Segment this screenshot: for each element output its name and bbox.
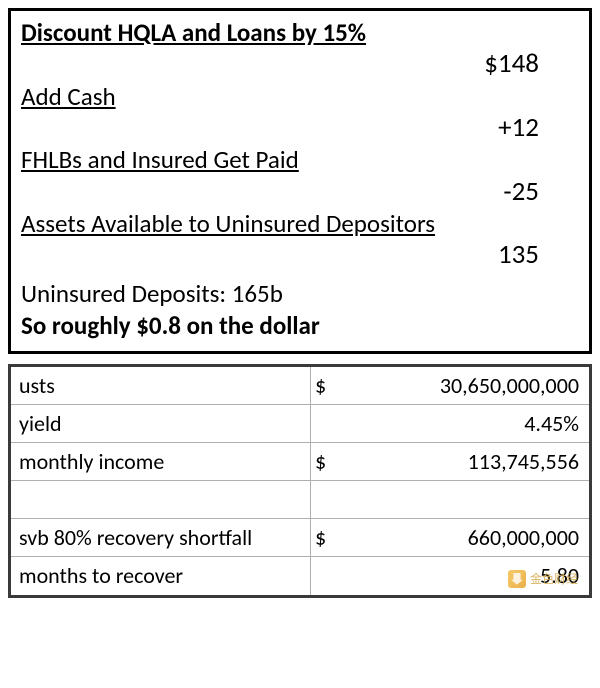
cell-value: 30,650,000,000 <box>343 367 589 405</box>
watermark: 金色财经 <box>508 570 578 588</box>
assets-value: 135 <box>21 239 579 271</box>
cell-value: 660,000,000 <box>343 519 589 557</box>
table-row: usts $ 30,650,000,000 <box>11 367 589 405</box>
uninsured-deposits-text: Uninsured Deposits: 165b <box>21 278 579 311</box>
watermark-text: 金色财经 <box>530 570 578 587</box>
cell-value <box>343 481 589 519</box>
discount-label: Discount HQLA and Loans by 15% <box>21 17 579 48</box>
fhlb-label: FHLBs and Insured Get Paid <box>21 144 579 175</box>
cell-label: usts <box>11 367 311 405</box>
cell-label: yield <box>11 405 311 443</box>
cell-label: svb 80% recovery shortfall <box>11 519 311 557</box>
cell-currency <box>311 481 343 519</box>
cell-label: monthly income <box>11 443 311 481</box>
table-row <box>11 481 589 519</box>
cell-currency: $ <box>311 367 343 405</box>
cell-value: 113,745,556 <box>343 443 589 481</box>
cell-label <box>11 481 311 519</box>
add-cash-value: +12 <box>21 112 579 144</box>
calculation-panel: Discount HQLA and Loans by 15% $148 Add … <box>8 8 592 354</box>
cell-currency <box>311 557 343 595</box>
calc-table: usts $ 30,650,000,000 yield 4.45% monthl… <box>8 364 592 598</box>
cell-label: months to recover <box>11 557 311 595</box>
table-row: svb 80% recovery shortfall $ 660,000,000 <box>11 519 589 557</box>
discount-value: $148 <box>21 48 579 80</box>
conclusion-text: So roughly $0.8 on the dollar <box>21 310 579 343</box>
watermark-logo-icon <box>508 570 526 588</box>
cell-currency: $ <box>311 443 343 481</box>
table-row: months to recover 5.80 <box>11 557 589 595</box>
cell-currency <box>311 405 343 443</box>
assets-label: Assets Available to Uninsured Depositors <box>21 208 579 239</box>
table-row: monthly income $ 113,745,556 <box>11 443 589 481</box>
fhlb-value: -25 <box>21 176 579 208</box>
table-row: yield 4.45% <box>11 405 589 443</box>
cell-currency: $ <box>311 519 343 557</box>
add-cash-label: Add Cash <box>21 81 579 112</box>
cell-value: 4.45% <box>343 405 589 443</box>
